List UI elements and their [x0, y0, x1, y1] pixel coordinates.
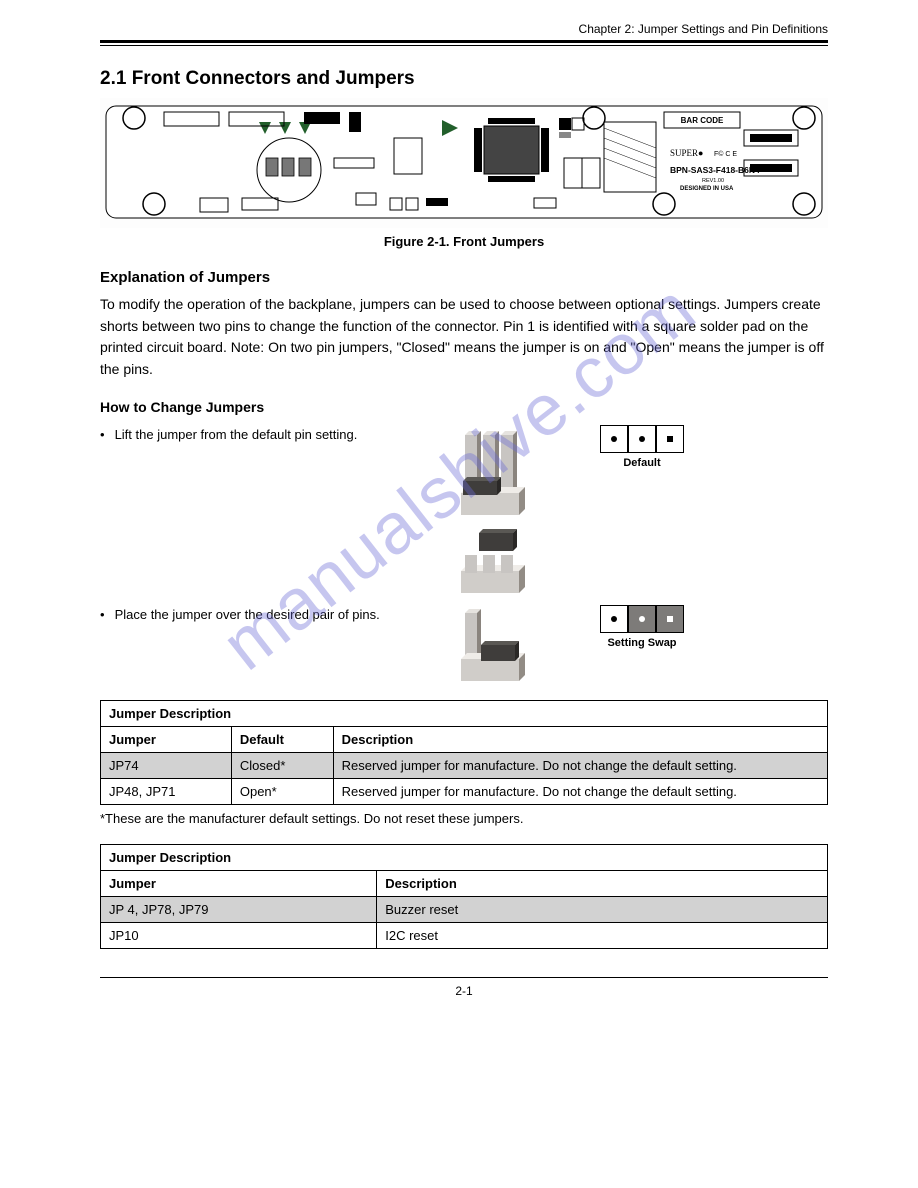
- jumper-3d-default: [420, 425, 580, 525]
- jumper-paragraph: To modify the operation of the backplane…: [100, 294, 828, 381]
- t1-r2-c2: Open*: [231, 778, 333, 804]
- header-rule-thin: [100, 45, 828, 46]
- t1-r1-c3: Reserved jumper for manufacture. Do not …: [333, 752, 827, 778]
- step2-text: Place the jumper over the desired pair o…: [115, 605, 380, 625]
- footer-page: 2-1: [100, 984, 828, 998]
- t2-r1-c1: JP 4, JP78, JP79: [101, 896, 377, 922]
- model-label: BPN-SAS3-F418-B6N4: [670, 165, 760, 175]
- t1-r2-c1: JP48, JP71: [101, 778, 232, 804]
- rev-label: REV1.00: [702, 178, 724, 184]
- t2-h1: Jumper: [101, 870, 377, 896]
- step1-text: Lift the jumper from the default pin set…: [115, 425, 358, 445]
- t1-h3: Description: [333, 726, 827, 752]
- table1-title: Jumper Description: [101, 700, 828, 726]
- pin-diagram-swap: [600, 605, 684, 633]
- t2-r1-c2: Buzzer reset: [377, 896, 828, 922]
- header-rule-thick: [100, 40, 828, 43]
- footer-rule: [100, 977, 828, 978]
- t1-r2-c3: Reserved jumper for manufacture. Do not …: [333, 778, 827, 804]
- chapter-header: Chapter 2: Jumper Settings and Pin Defin…: [100, 22, 828, 36]
- figure-caption: Figure 2-1. Front Jumpers: [100, 234, 828, 249]
- t2-r2-c1: JP10: [101, 922, 377, 948]
- swap-label: Setting Swap: [600, 637, 684, 649]
- table1-note: *These are the manufacturer default sett…: [100, 811, 828, 826]
- jumper-3d-mid: [420, 525, 580, 605]
- jumper-subheading: Explanation of Jumpers: [100, 269, 828, 286]
- pin-diagram-default: [600, 425, 684, 453]
- brand-label: SUPER●: [670, 148, 703, 158]
- section-title: 2.1 Front Connectors and Jumpers: [100, 68, 828, 90]
- fc-label: F© C E: [714, 150, 737, 158]
- barcode-label: BAR CODE: [681, 116, 724, 125]
- jumper-table-1: Jumper Description Jumper Default Descri…: [100, 700, 828, 805]
- bullet-icon: •: [100, 605, 105, 625]
- design-label: DESIGNED IN USA: [680, 186, 734, 192]
- jumper-3d-swap: [420, 605, 580, 695]
- t1-h1: Jumper: [101, 726, 232, 752]
- t2-r2-c2: I2C reset: [377, 922, 828, 948]
- bullet-icon: •: [100, 425, 105, 445]
- board-diagram: BAR CODE SUPER● F© C E BPN-SAS3-F418-B6N…: [100, 98, 828, 228]
- t1-h2: Default: [231, 726, 333, 752]
- t1-r1-c2: Closed*: [231, 752, 333, 778]
- table2-title: Jumper Description: [101, 844, 828, 870]
- jumper-table-2: Jumper Description Jumper Description JP…: [100, 844, 828, 949]
- t1-r1-c1: JP74: [101, 752, 232, 778]
- t2-h2: Description: [377, 870, 828, 896]
- default-label: Default: [600, 457, 684, 469]
- howto-title: How to Change Jumpers: [100, 399, 828, 415]
